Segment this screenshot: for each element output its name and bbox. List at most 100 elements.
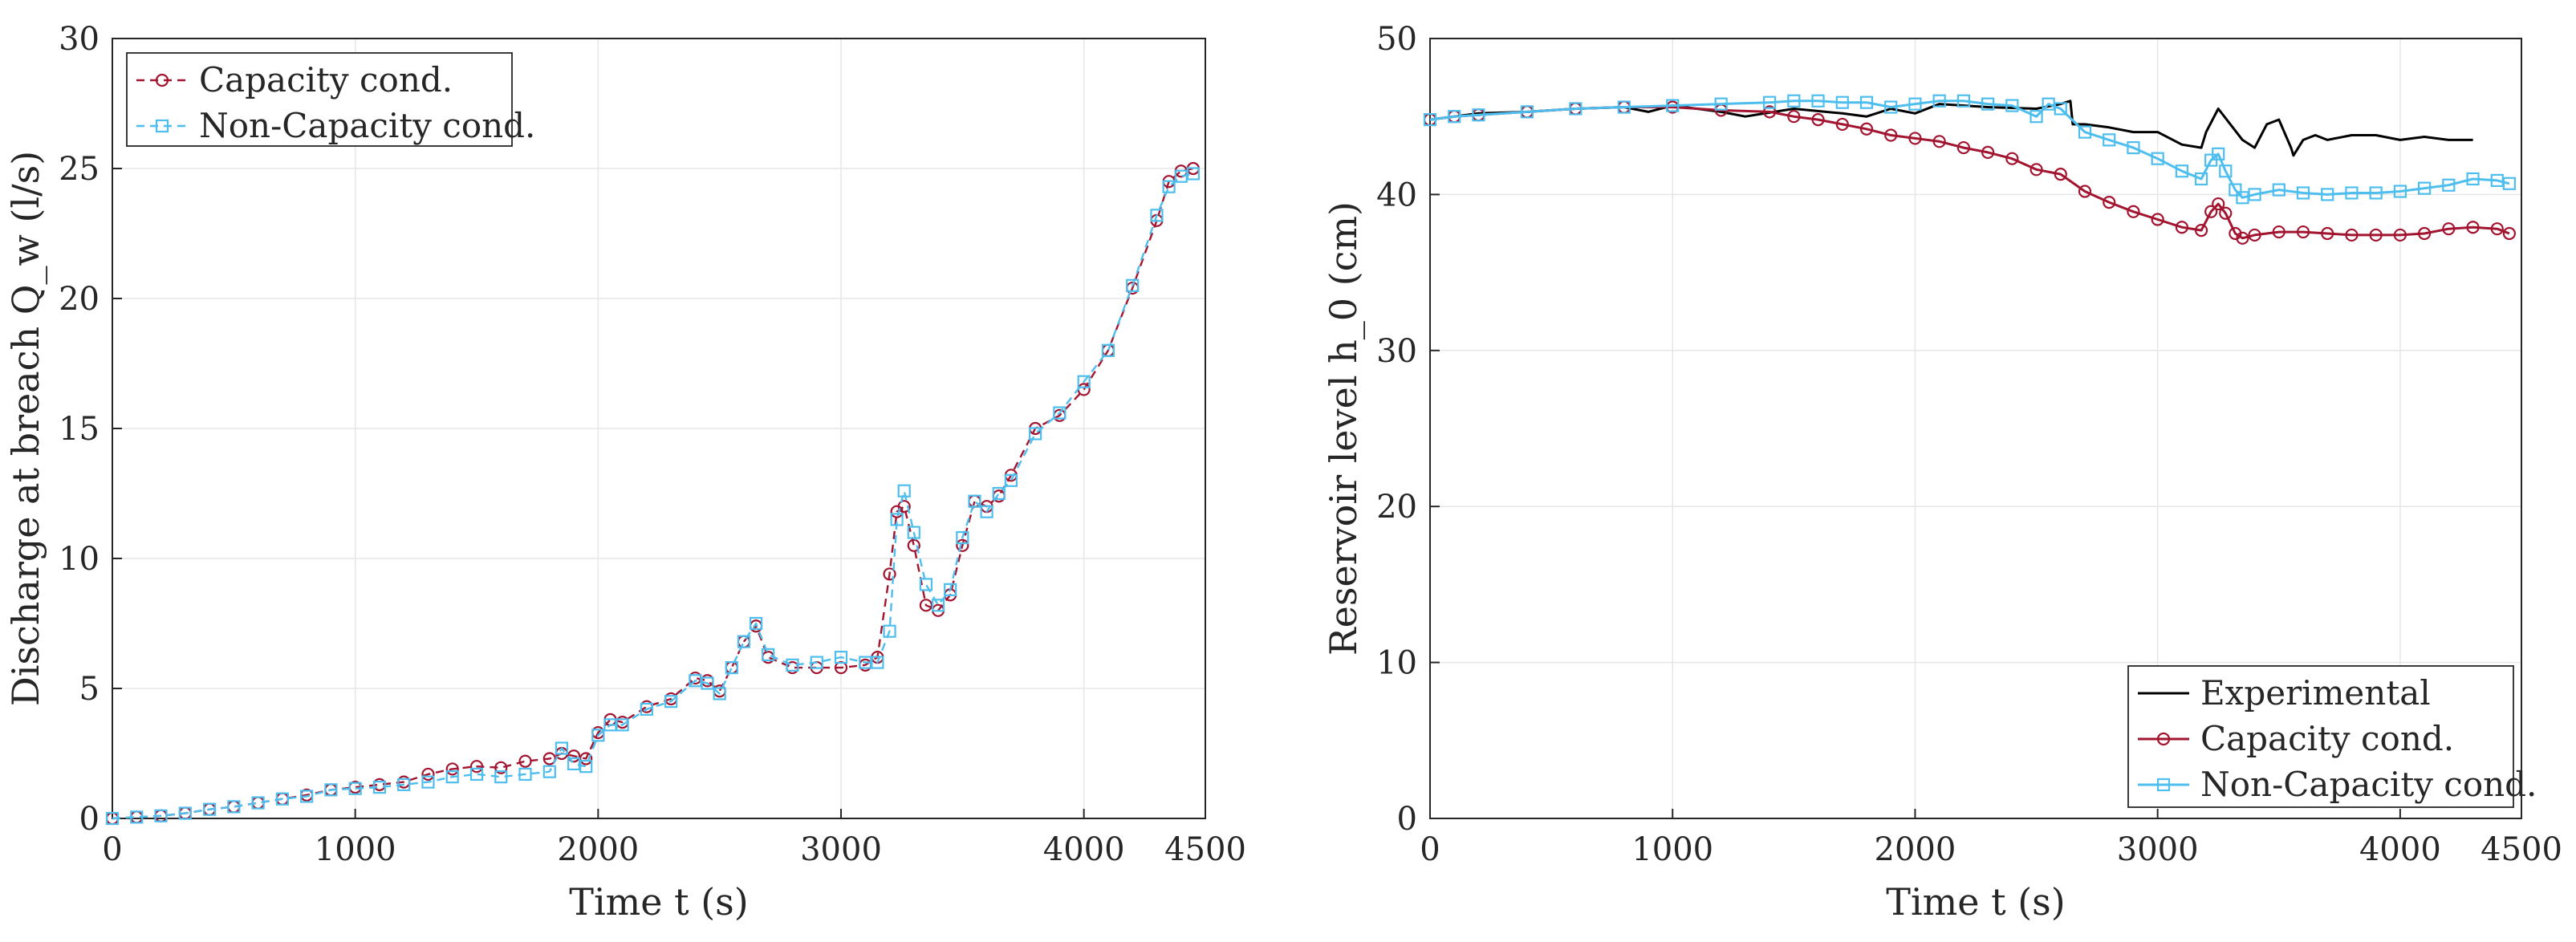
data-point <box>421 767 435 782</box>
data-point <box>897 500 911 514</box>
data-point <box>1029 427 1042 441</box>
legend: Experimental Capacity cond. Non-Capacity c… <box>2127 665 2537 808</box>
x-tick-label: 0 <box>1420 831 1440 868</box>
data-point <box>883 567 896 581</box>
data-point <box>178 806 192 820</box>
data-point <box>786 658 799 672</box>
data-point <box>810 656 823 669</box>
axes-box <box>1429 38 2522 819</box>
data-point <box>1932 135 1946 148</box>
data-point <box>275 792 289 806</box>
x-tick-label: 1000 <box>315 831 396 868</box>
data-point <box>2248 188 2261 201</box>
data-point <box>897 484 911 497</box>
x-tick-label: 2000 <box>557 831 639 868</box>
data-point <box>1569 102 1583 116</box>
data-point <box>2345 228 2359 242</box>
data-point <box>1787 94 1801 108</box>
data-point <box>518 767 532 782</box>
data-point <box>2127 140 2140 155</box>
data-point <box>1077 375 1091 388</box>
data-point <box>1101 343 1115 357</box>
data-point <box>980 505 993 518</box>
data-point <box>689 674 702 688</box>
data-point <box>834 651 848 664</box>
data-point <box>2042 97 2055 111</box>
data-point <box>2272 183 2285 197</box>
data-point <box>1956 94 1970 108</box>
data-point <box>348 782 362 795</box>
data-point <box>944 583 957 596</box>
data-point <box>2030 110 2043 124</box>
data-point <box>2393 185 2407 198</box>
data-point <box>2212 197 2225 211</box>
data-point <box>1162 180 1176 193</box>
series-capacity-cond <box>1423 100 2516 245</box>
data-point <box>2236 191 2249 205</box>
data-point <box>372 781 387 794</box>
data-point <box>1981 97 1995 111</box>
y-axis-label: Reservoir level h_0 (cm) <box>1322 201 1365 656</box>
data-point <box>1811 112 1825 127</box>
data-point <box>555 741 569 755</box>
data-point <box>603 718 617 732</box>
data-point <box>1053 406 1067 420</box>
data-point <box>1763 95 1777 109</box>
data-point <box>968 494 981 508</box>
series-non-capacity-cond <box>1423 94 2516 205</box>
data-point <box>2103 133 2116 147</box>
y-tick-label: 15 <box>59 411 100 448</box>
data-point <box>2127 205 2140 218</box>
data-point <box>2345 186 2359 200</box>
data-point <box>227 800 241 814</box>
data-point <box>2175 221 2188 234</box>
data-point <box>907 538 920 552</box>
legend-box <box>2127 665 2514 808</box>
legend-entry-label: Non-Capacity cond. <box>199 106 535 145</box>
legend-entry-label: Non-Capacity cond. <box>2200 765 2537 804</box>
data-point <box>2369 228 2383 242</box>
series-line <box>112 167 1194 820</box>
legend-swatch-marker <box>155 119 169 133</box>
data-point <box>1472 108 1485 122</box>
data-point <box>1520 105 1534 119</box>
data-point <box>542 765 556 778</box>
x-tick-label: 4000 <box>1043 831 1125 868</box>
data-point <box>2442 222 2456 236</box>
legend: Capacity cond. Non-Capacity cond. <box>126 52 535 147</box>
data-point <box>2502 177 2516 190</box>
legend-entry-label: Experimental <box>2200 673 2431 713</box>
y-tick-label: 0 <box>1397 801 1417 838</box>
data-point <box>2490 173 2504 188</box>
data-point <box>567 757 581 771</box>
data-point <box>2078 185 2092 198</box>
data-point <box>494 770 508 784</box>
data-point <box>1423 112 1437 127</box>
x-axis-label: Time t (s) <box>569 880 748 924</box>
x-axis-label: Time t (s) <box>1886 880 2065 924</box>
data-point <box>518 754 532 768</box>
x-tick-label: 4500 <box>1164 831 1246 868</box>
data-point <box>2321 226 2334 241</box>
data-point <box>2175 164 2188 178</box>
data-point <box>421 775 435 789</box>
data-point <box>2466 172 2480 186</box>
data-point <box>2393 228 2407 242</box>
data-point <box>397 778 411 791</box>
legend-swatch-marker <box>155 73 169 87</box>
data-point <box>1787 110 1801 124</box>
data-point <box>445 770 459 784</box>
data-point <box>2502 226 2516 241</box>
data-point <box>2219 206 2233 220</box>
y-axis-label: Discharge at breach Q_w (l/s) <box>4 151 47 706</box>
data-point <box>883 624 896 638</box>
series-non-capacity-cond <box>105 167 1200 826</box>
data-point <box>579 760 593 773</box>
data-point <box>1763 105 1777 119</box>
data-point <box>1932 94 1946 108</box>
data-point <box>445 762 459 776</box>
data-point <box>2054 102 2067 116</box>
series-line <box>1429 99 2510 199</box>
data-point <box>1004 473 1018 487</box>
data-point <box>579 752 593 765</box>
